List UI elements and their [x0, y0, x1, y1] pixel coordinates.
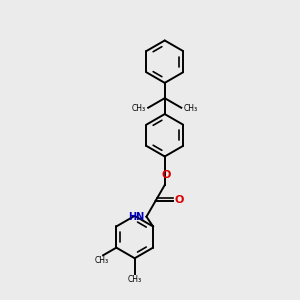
Text: CH₃: CH₃	[184, 104, 198, 113]
Text: CH₃: CH₃	[128, 275, 142, 284]
Text: O: O	[161, 170, 171, 180]
Text: HN: HN	[128, 212, 145, 222]
Text: CH₃: CH₃	[132, 104, 146, 113]
Text: CH₃: CH₃	[95, 256, 109, 266]
Text: O: O	[174, 195, 184, 205]
